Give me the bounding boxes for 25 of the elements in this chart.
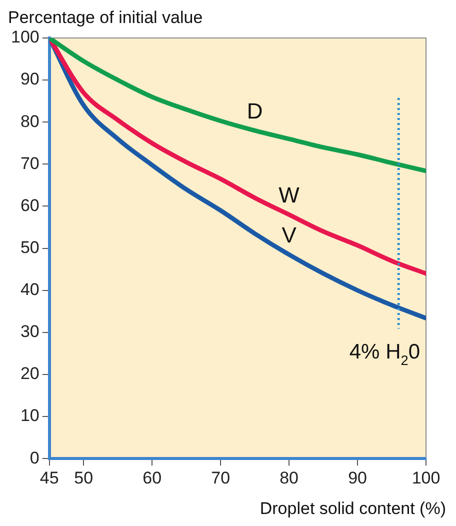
y-tick-label: 100 <box>10 28 40 47</box>
x-tick-label: 80 <box>280 468 298 488</box>
y-tick-label: 50 <box>20 238 40 257</box>
line-series <box>49 38 426 174</box>
series-label: V <box>282 222 297 248</box>
y-tick-label: 60 <box>20 196 40 215</box>
y-tick-label: 40 <box>20 280 40 300</box>
line-series <box>49 38 426 276</box>
y-tick-label: 70 <box>20 154 40 173</box>
series-label: W <box>278 182 300 208</box>
x-tick-label: 50 <box>74 468 94 488</box>
x-tick-label: 70 <box>211 468 230 488</box>
y-tick-label: 0 <box>30 448 40 468</box>
x-tick-label: 100 <box>412 468 440 488</box>
y-axis-title: Percentage of initial value <box>8 8 203 27</box>
series-label: D <box>246 98 263 124</box>
x-tick-label: 60 <box>142 468 162 488</box>
x-tick-label: 45 <box>40 468 59 488</box>
y-tick-label: 80 <box>20 112 40 131</box>
y-tick-label: 30 <box>20 322 40 342</box>
y-tick-label: 90 <box>20 70 40 89</box>
x-axis-title: Droplet solid content (%) <box>260 499 446 518</box>
y-tick-label: 20 <box>20 364 40 384</box>
x-tick-label: 90 <box>348 468 367 488</box>
y-tick-label: 10 <box>20 406 40 426</box>
